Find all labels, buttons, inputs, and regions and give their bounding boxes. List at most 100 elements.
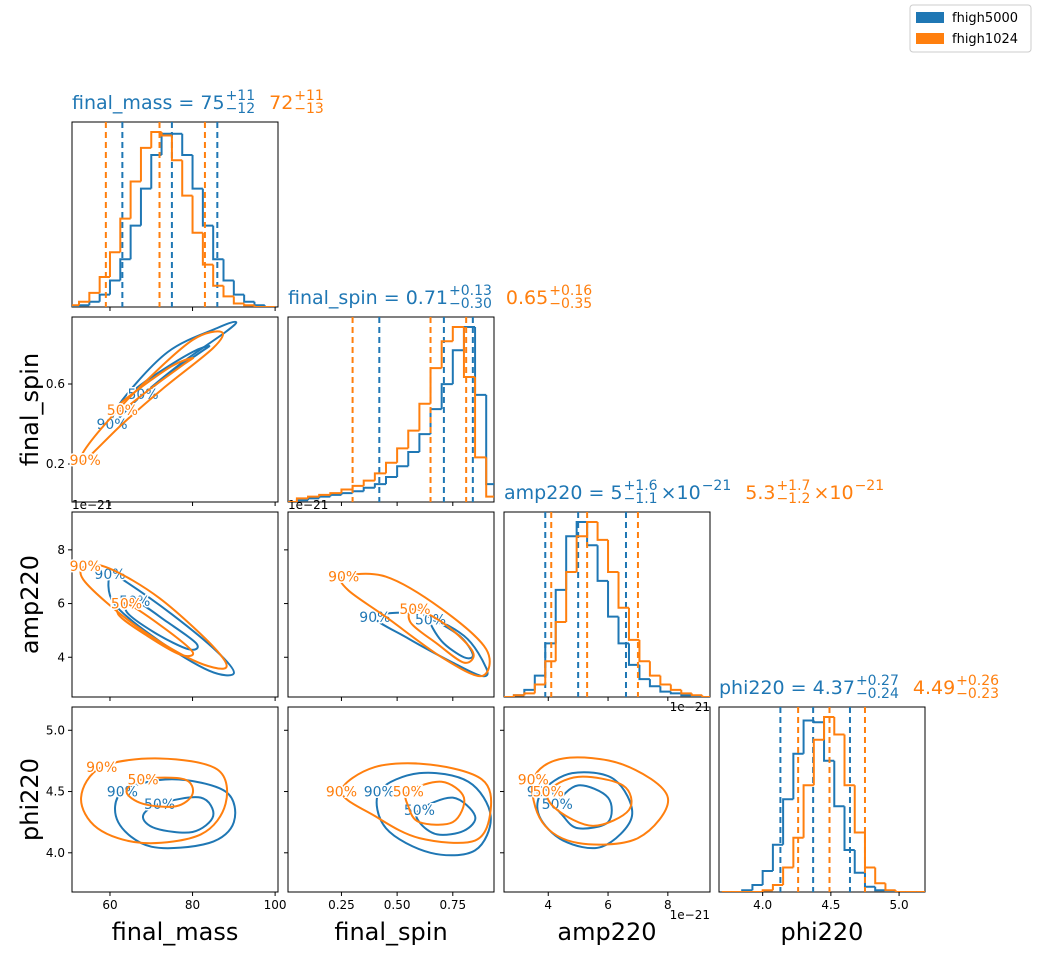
title-plus: +11 [294,88,324,104]
histogram-step [533,683,546,694]
histogram-step [88,300,100,306]
histogram-step [373,472,386,481]
contour-label: 50% [111,597,142,613]
histogram-step [78,300,90,306]
panel-frame [287,706,495,893]
panel-frame [718,706,926,893]
histogram-step [222,285,234,298]
histogram-step [150,131,162,148]
title-minus: −1.1 [624,491,658,507]
histogram-step [575,521,588,537]
y-tick-label: 8 [57,543,65,557]
histogram-step [638,664,650,681]
histogram-step [191,154,203,190]
panel-frame [287,316,495,503]
histogram-step [565,535,577,590]
histogram-step [565,571,577,622]
title-plus: +1.6 [624,478,658,494]
x-tick-label: 0.25 [328,898,355,912]
histogram-step [669,684,682,691]
contour [546,775,633,827]
y-axis-label: final_spin [16,353,44,466]
contour-label: 90% [86,760,117,776]
histogram-step [462,327,476,378]
contour [78,330,224,464]
histogram-step [863,872,876,888]
histogram-step [201,232,214,266]
histogram-step [853,785,865,834]
contour [124,599,199,651]
histogram-step [884,883,896,892]
histogram-step [792,752,804,800]
histogram-step [129,180,141,219]
x-tick-label: 0.75 [439,898,466,912]
histogram-step [782,866,794,885]
panel-frame [71,316,279,503]
contour-label: 50% [119,594,150,610]
histogram-step [771,884,784,891]
histogram-step [407,451,420,467]
title-plus: +0.16 [549,283,592,299]
histogram-step [129,224,141,260]
title-minus: −12 [226,101,256,117]
contour [340,762,493,844]
contour [373,611,489,678]
contour-label: 50% [107,403,138,419]
contour-label: 50% [399,602,430,618]
histogram-step [802,784,814,838]
y-offset-label: 1e−21 [72,498,112,512]
histogram-step [586,522,598,547]
histogram-step [701,695,710,697]
x-offset-label: 1e−21 [670,908,710,922]
x-tick-label: 8 [664,898,672,912]
histogram-step [108,279,121,295]
contour-label: 50% [415,613,446,629]
histogram-step [554,621,567,662]
histogram-step [833,760,845,808]
histogram-step [512,694,525,697]
title-minus: −0.23 [956,686,999,702]
panel-frame [71,706,279,893]
panel-frame [71,121,279,308]
y-offset-label: 1e−21 [288,498,328,512]
histogram-step [874,867,886,885]
histogram-step [340,488,353,494]
title-text: 5.3 [745,482,775,504]
histogram-step [485,457,494,498]
x-tick-label: 6 [604,898,612,912]
histogram-step [396,465,409,477]
title-plus: +0.26 [956,673,999,689]
histogram-step [690,693,703,697]
histogram-step [212,225,224,261]
histogram-step [72,304,80,307]
histogram-step [440,340,453,369]
histogram-step [440,383,453,410]
histogram-step [823,716,835,740]
title-plus: +0.13 [449,283,492,299]
histogram-step [627,607,640,641]
histogram-step [170,135,183,162]
title-plus: +11 [226,88,256,104]
x-tick-label: 4.0 [753,898,772,912]
histogram-step [362,479,375,486]
histogram-step [617,572,629,609]
contour-label: 90% [94,567,125,583]
y-tick-label: 4.5 [46,785,65,799]
title-factor-exponent: −21 [855,478,885,494]
histogram-step [544,660,556,685]
histogram-step [329,493,342,497]
histogram-step [384,476,398,485]
histogram-step [596,522,609,541]
histogram-step [351,484,364,490]
histogram-step [761,889,773,892]
histogram-step [874,886,886,892]
histogram-step [232,296,245,305]
histogram-step [429,367,442,404]
title-plus: +1.7 [776,478,810,494]
title-text: amp220 = 5 [504,482,623,504]
histogram-step [586,521,598,537]
histogram-step [160,132,172,155]
contour [125,776,194,808]
histogram-step [201,188,214,227]
